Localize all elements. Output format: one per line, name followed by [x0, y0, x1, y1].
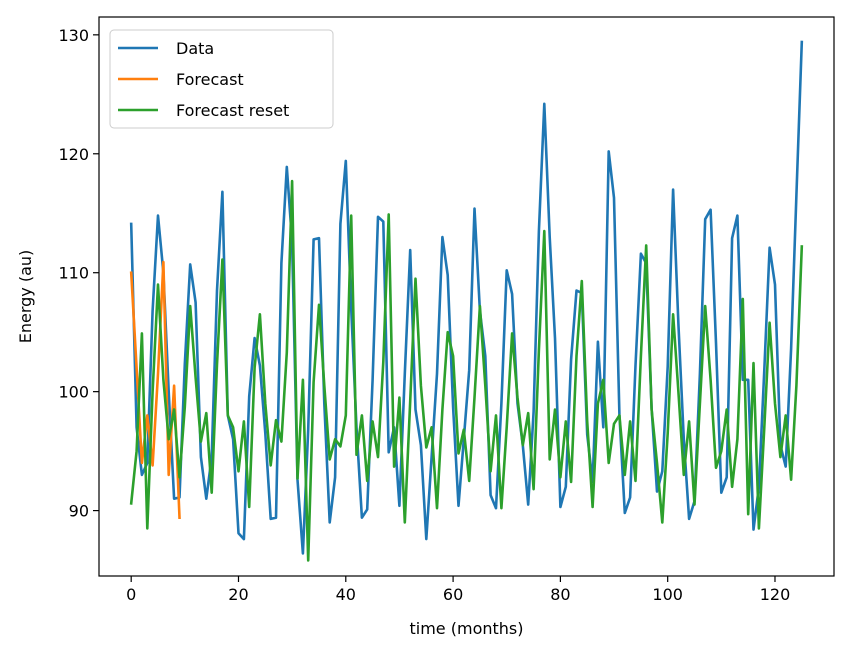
y-axis-label: Energy (au) [16, 250, 35, 344]
x-tick-label: 100 [652, 585, 683, 604]
x-tick-label: 0 [126, 585, 136, 604]
legend-box [109, 29, 334, 129]
y-axis-ticks: 90 100 110 120 130 [58, 26, 99, 521]
y-tick-label: 120 [58, 145, 89, 164]
y-tick-label: 110 [58, 264, 89, 283]
x-tick-label: 40 [336, 585, 356, 604]
x-axis-label: time (months) [410, 619, 524, 638]
plot-frame [98, 16, 835, 577]
series-line-1 [129, 40, 804, 555]
x-tick-label: 80 [550, 585, 570, 604]
y-tick-label: 100 [58, 383, 89, 402]
x-tick-label: 60 [443, 585, 463, 604]
x-axis-ticks: 0 20 40 60 80 100 120 [126, 576, 790, 604]
legend-label: Forecast reset [176, 101, 289, 120]
x-tick-label: 20 [228, 585, 248, 604]
y-tick-label: 90 [69, 502, 89, 521]
y-tick-label: 130 [58, 26, 89, 45]
plot-lines [129, 40, 804, 562]
legend-label: Data [176, 39, 214, 58]
legend-label: Forecast [176, 70, 244, 89]
x-tick-label: 120 [760, 585, 791, 604]
series-line-3 [129, 179, 804, 562]
legend: Data Forecast Forecast reset [109, 29, 334, 129]
